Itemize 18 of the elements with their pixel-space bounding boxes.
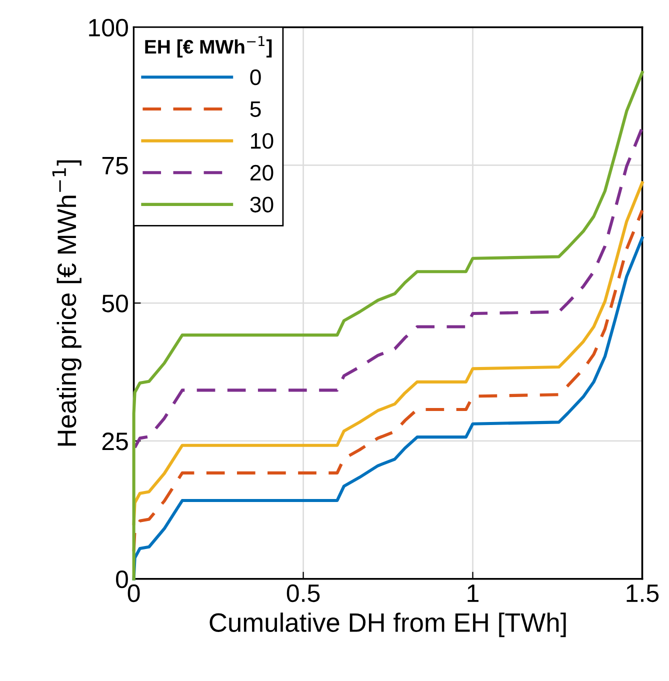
legend-title: EH [€ MWh$^{−1}$] (145, 36, 272, 58)
x-tick-label: 0.5 (286, 584, 320, 602)
legend-label: 10 (251, 133, 274, 149)
y-tick-label: 0 (116, 570, 128, 588)
y-tick-label: 25 (102, 432, 128, 450)
y-tick-label: 75 (102, 157, 128, 174)
y-tick-label: 100 (89, 18, 128, 37)
line-series (133, 126, 644, 450)
x-tick-label: 1 (468, 584, 478, 602)
x-axis-title: Cumulative DH from EH [TWh] (210, 612, 566, 638)
legend-label: 0 (250, 69, 261, 86)
x-tick-label: 0 (128, 584, 140, 602)
legend-label: 30 (250, 196, 274, 212)
y-axis-title: Heating price [€ MWh$^{−1}$] (52, 160, 82, 446)
y-tick-label: 50 (102, 294, 128, 312)
x-tick-label: 1.5 (626, 584, 659, 602)
legend-label: 5 (250, 101, 261, 117)
legend-label: 20 (250, 164, 274, 181)
